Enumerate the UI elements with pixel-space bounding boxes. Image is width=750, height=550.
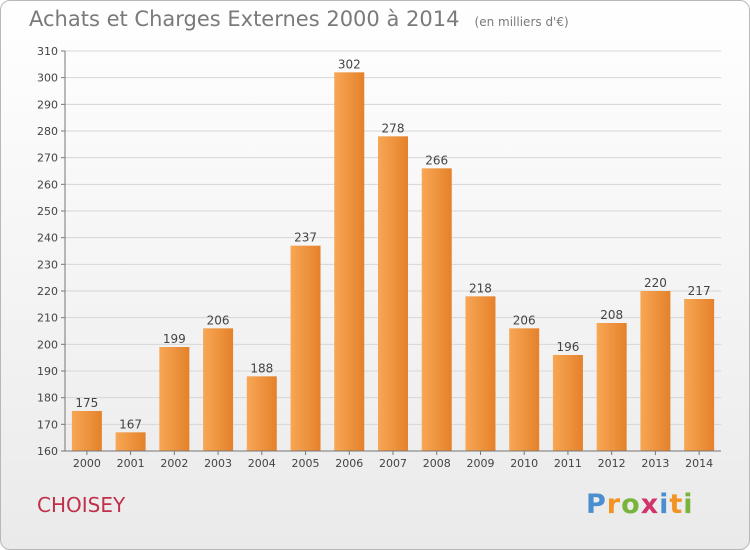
value-label-2009: 218 <box>469 281 492 295</box>
y-tick-label: 220 <box>37 285 58 298</box>
x-tick-label-2000: 2000 <box>73 457 101 470</box>
bar-2013 <box>640 291 671 451</box>
bar-2001 <box>115 432 146 451</box>
x-tick-label-2014: 2014 <box>685 457 713 470</box>
x-tick-label-2001: 2001 <box>117 457 145 470</box>
y-tick-label: 160 <box>37 445 58 458</box>
y-tick-label: 210 <box>37 312 58 325</box>
y-tick-label: 310 <box>37 45 58 58</box>
bar-2006 <box>334 72 365 451</box>
bar-2009 <box>465 296 496 451</box>
bar-2004 <box>246 376 277 451</box>
bar-2005 <box>290 245 321 451</box>
x-tick-label-2009: 2009 <box>466 457 494 470</box>
value-label-2004: 188 <box>250 361 273 375</box>
y-tick-label: 200 <box>37 338 58 351</box>
x-tick-label-2005: 2005 <box>292 457 320 470</box>
bar-2011 <box>552 355 583 451</box>
y-tick-label: 250 <box>37 205 58 218</box>
value-label-2013: 220 <box>644 276 667 290</box>
y-tick-label: 180 <box>37 392 58 405</box>
chart-unit-note: (en milliers d'€) <box>474 15 569 29</box>
value-label-2014: 217 <box>688 284 711 298</box>
value-label-2011: 196 <box>556 340 579 354</box>
value-label-2002: 199 <box>163 332 186 346</box>
y-tick-label: 270 <box>37 152 58 165</box>
y-tick-label: 290 <box>37 98 58 111</box>
bar-2000 <box>71 411 102 451</box>
bar-2012 <box>596 323 627 451</box>
y-tick-label: 170 <box>37 418 58 431</box>
logo-letter: r <box>606 489 622 520</box>
value-label-2005: 237 <box>294 231 317 245</box>
bar-2008 <box>421 168 452 452</box>
value-label-2000: 175 <box>75 396 98 410</box>
bars <box>71 72 715 452</box>
value-label-2003: 206 <box>207 313 230 327</box>
x-tick-label-2011: 2011 <box>554 457 582 470</box>
x-axis-ticks: 2000 2001 2002 2003 2004 2005 2006 2007 2008 2009… <box>65 450 721 470</box>
value-label-2006: 302 <box>338 57 361 71</box>
x-tick-label-2006: 2006 <box>335 457 363 470</box>
x-tick-label-2002: 2002 <box>160 457 188 470</box>
x-tick-label-2003: 2003 <box>204 457 232 470</box>
logo-letter: o <box>621 489 641 520</box>
x-tick-label-2010: 2010 <box>510 457 538 470</box>
bar-2007 <box>378 136 408 452</box>
location-name: CHOISEY <box>37 493 126 517</box>
chart-title-block: Achats et Charges Externes 2000 à 2014 (… <box>29 7 569 31</box>
value-label-2007: 278 <box>382 121 405 135</box>
logo-letter: P <box>586 489 607 520</box>
value-label-2012: 208 <box>600 308 623 322</box>
value-labels: 175 167 199 206 188 237 302 278 266 218 206 196 208 2… <box>75 57 710 431</box>
y-tick-label: 240 <box>37 232 58 245</box>
bar-2003 <box>203 328 234 451</box>
logo-letter: i <box>659 489 670 520</box>
value-label-2001: 167 <box>119 417 142 431</box>
value-label-2010: 206 <box>513 313 536 327</box>
logo-letter: x <box>640 489 660 520</box>
y-tick-label: 190 <box>37 365 58 378</box>
y-axis-ticks: 160 170 180 190 200 210 220 230 240 250 260 270 280 2… <box>37 45 66 458</box>
proxiti-logo: Proxiti <box>586 489 694 520</box>
bar-2014 <box>684 299 715 451</box>
bar-2002 <box>159 347 190 451</box>
chart-title: Achats et Charges Externes 2000 à 2014 <box>29 7 460 31</box>
x-tick-label-2004: 2004 <box>248 457 276 470</box>
logo-letter: t <box>669 489 684 520</box>
logo-letter: i <box>683 489 694 520</box>
y-tick-label: 280 <box>37 125 58 138</box>
x-tick-label-2008: 2008 <box>423 457 451 470</box>
bar-2010 <box>509 328 540 451</box>
y-tick-label: 260 <box>37 178 58 191</box>
x-tick-label-2013: 2013 <box>641 457 669 470</box>
x-tick-label-2012: 2012 <box>598 457 626 470</box>
x-tick-label-2007: 2007 <box>379 457 407 470</box>
y-tick-label: 300 <box>37 72 58 85</box>
value-label-2008: 266 <box>425 153 448 167</box>
y-tick-label: 230 <box>37 258 58 271</box>
